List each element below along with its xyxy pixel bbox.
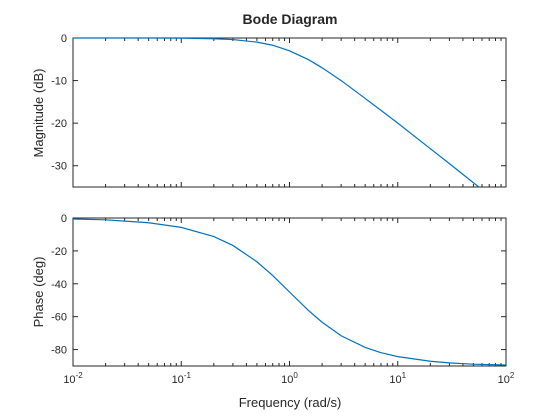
magnitude-y-tick-label: -30 — [51, 161, 67, 173]
x-tick-label: 10-1 — [172, 371, 192, 386]
x-tick-label: 100 — [281, 371, 298, 386]
magnitude-y-tick-label: -10 — [51, 76, 67, 88]
phase-y-tick-label: -20 — [51, 246, 67, 258]
phase-series-line — [73, 218, 506, 366]
magnitude-y-tick-label: 0 — [61, 33, 67, 45]
x-tick-label: 101 — [389, 371, 406, 386]
chart-title: Bode Diagram — [243, 11, 338, 27]
x-tick-label: 102 — [498, 371, 515, 386]
x-axis-label: Frequency (rad/s) — [239, 395, 342, 410]
magnitude-panel: 0 -10 -20 -30 — [51, 33, 507, 188]
phase-y-tick-label: -60 — [51, 312, 67, 324]
phase-y-tick-label: -80 — [51, 345, 67, 357]
x-tick-label: 10-2 — [63, 371, 83, 386]
magnitude-y-tick-label: -20 — [51, 118, 67, 130]
magnitude-y-axis-label: Magnitude (dB) — [31, 69, 46, 158]
magnitude-series-line — [73, 38, 480, 187]
phase-y-tick-label: -40 — [51, 279, 67, 291]
magnitude-axes-box — [72, 37, 507, 188]
phase-y-tick-label: 0 — [61, 213, 67, 225]
phase-panel: 0 -20 -40 -60 -80 — [51, 213, 507, 367]
phase-y-axis-label: Phase (deg) — [31, 257, 46, 328]
